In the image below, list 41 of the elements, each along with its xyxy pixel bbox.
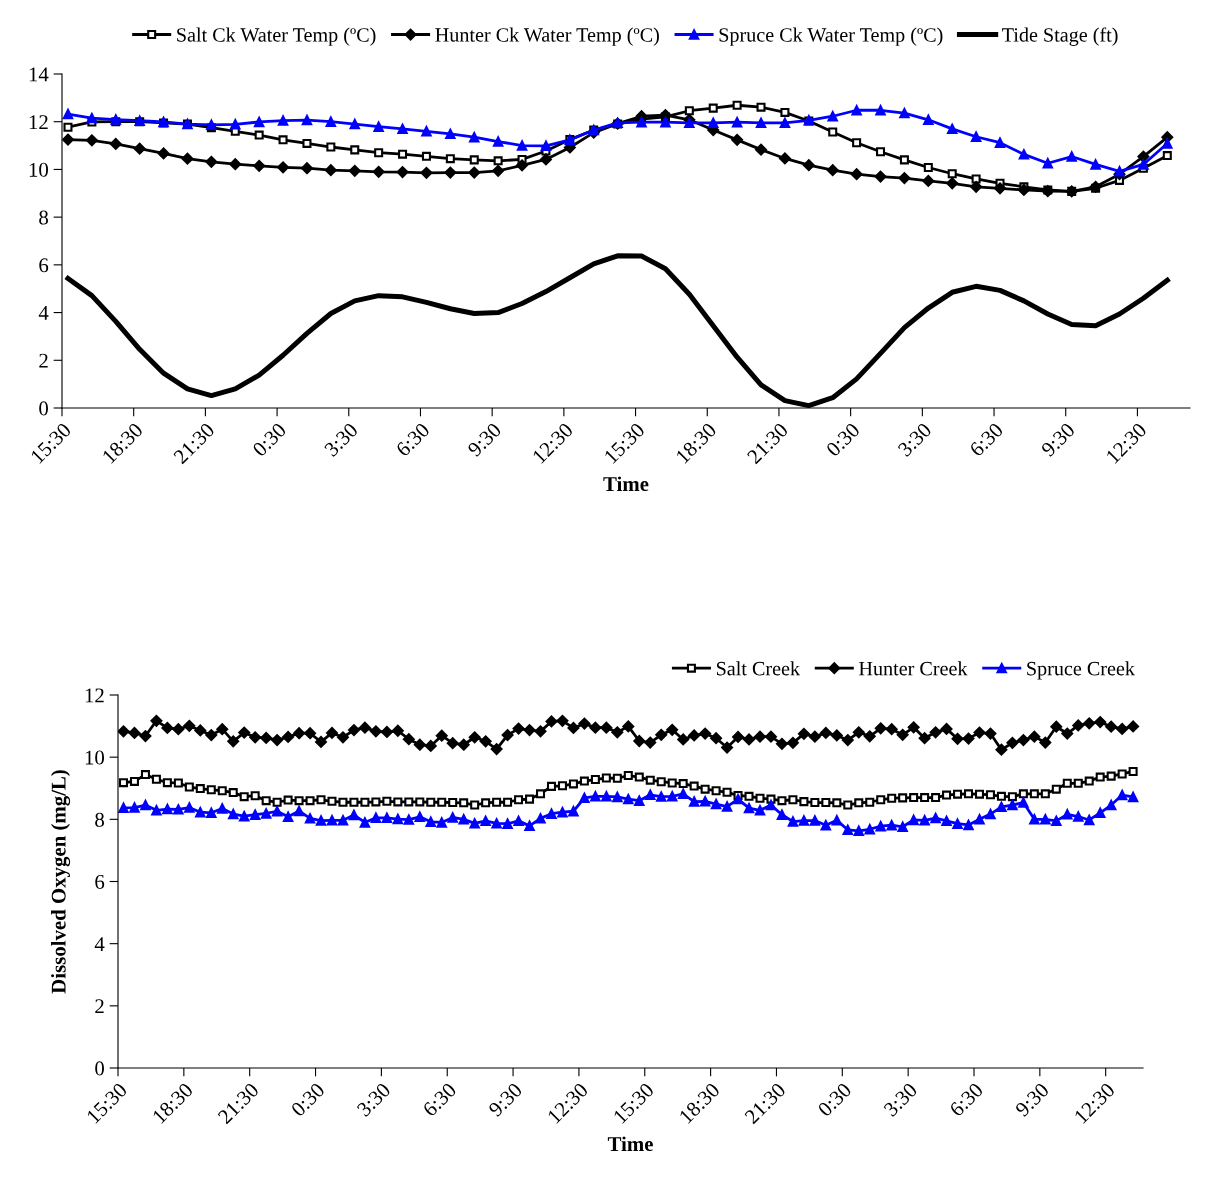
x-tick-label: 9:30 <box>487 1082 523 1118</box>
x-tick-label: 3:30 <box>323 422 359 458</box>
x-tick-label: 0:30 <box>817 1082 853 1118</box>
x-axis-title: Time <box>603 476 649 492</box>
x-tick-label: 0:30 <box>251 422 287 458</box>
x-axis-title: Time <box>607 1136 653 1152</box>
x-tick-label: 3:30 <box>897 422 933 458</box>
legend-label: Salt Creek <box>716 661 801 676</box>
legend-label: Spruce Ck Water Temp (ºC) <box>719 27 943 46</box>
legend-label: Salt Ck Water Temp (ºC) <box>177 27 376 46</box>
x-tick-label: 9:30 <box>466 422 503 458</box>
y-tick-label: 8 <box>95 812 105 827</box>
legend-label: Spruce Creek <box>1027 661 1135 680</box>
y-tick-label: 12 <box>85 688 104 703</box>
legend-label: Tide Stage (ft) <box>1002 27 1118 46</box>
y-tick-label: 4 <box>94 937 105 951</box>
y-tick-label: 8 <box>39 210 49 225</box>
y-axis-title: Dissolved Oxygen (mg/L) <box>51 770 71 994</box>
y-tick-label: 10 <box>29 162 49 177</box>
y-tick-label: 0 <box>95 1061 105 1076</box>
y-tick-label: 4 <box>38 306 49 320</box>
y-tick-label: 2 <box>95 999 104 1014</box>
y-tick-label: 0 <box>39 401 49 416</box>
x-tick-label: 6:30 <box>948 1082 984 1118</box>
legend-label: Hunter Creek <box>859 661 968 676</box>
y-tick-label: 10 <box>85 750 105 765</box>
y-tick-label: 6 <box>95 874 105 889</box>
y-tick-label: 6 <box>39 258 49 273</box>
x-tick-label: 0:30 <box>825 422 861 458</box>
x-tick-label: 9:30 <box>1014 1082 1050 1118</box>
x-tick-label: 3:30 <box>356 1082 392 1118</box>
y-tick-label: 2 <box>39 353 48 368</box>
x-tick-label: 6:30 <box>968 422 1004 458</box>
legend-label: Hunter Ck Water Temp (ºC) <box>435 27 659 46</box>
x-tick-label: 9:30 <box>1040 422 1076 458</box>
x-tick-label: 3:30 <box>883 1082 919 1118</box>
y-tick-label: 14 <box>29 67 49 82</box>
x-tick-label: 6:30 <box>422 1082 458 1118</box>
y-tick-label: 12 <box>29 115 48 129</box>
x-tick-label: 6:30 <box>395 422 431 458</box>
x-tick-label: 0:30 <box>290 1082 326 1118</box>
